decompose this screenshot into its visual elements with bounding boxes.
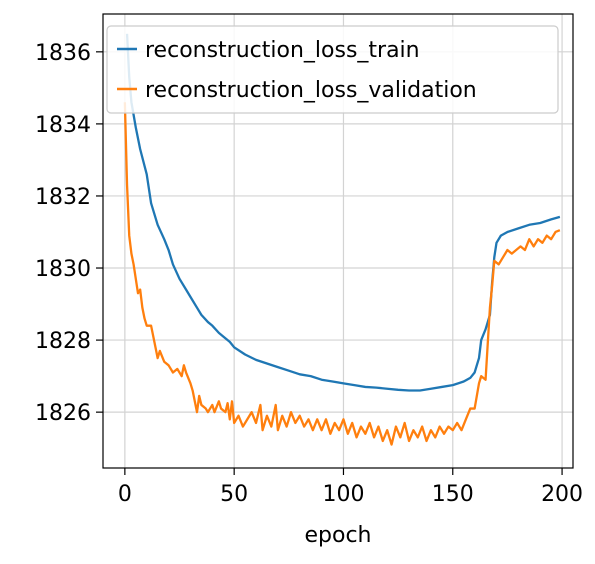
x-tick-label: 150 xyxy=(432,482,474,507)
series-line-reconstruction-loss-validation xyxy=(123,102,561,446)
y-tick-label: 1836 xyxy=(35,41,91,66)
y-tick-label: 1828 xyxy=(35,329,91,354)
legend: reconstruction_loss_train reconstruction_… xyxy=(106,25,559,114)
y-tick-label: 1830 xyxy=(35,257,91,282)
x-axis: 0 50 100 150 200 xyxy=(118,468,583,507)
x-tick-label: 50 xyxy=(220,482,248,507)
x-tick-label: 0 xyxy=(118,482,132,507)
y-tick-label: 1832 xyxy=(35,185,91,210)
x-tick-label: 200 xyxy=(541,482,583,507)
series-layer xyxy=(123,33,561,446)
x-tick-label: 100 xyxy=(322,482,364,507)
y-axis: 1826 1828 1830 1832 1834 1836 xyxy=(35,41,103,426)
legend-label: reconstruction_loss_validation xyxy=(145,78,477,103)
legend-label: reconstruction_loss_train xyxy=(145,38,420,63)
y-tick-label: 1826 xyxy=(35,401,91,426)
legend-box xyxy=(106,25,559,114)
x-axis-label: epoch xyxy=(305,523,372,548)
plot-frame xyxy=(102,13,574,469)
y-tick-label: 1834 xyxy=(35,113,91,138)
